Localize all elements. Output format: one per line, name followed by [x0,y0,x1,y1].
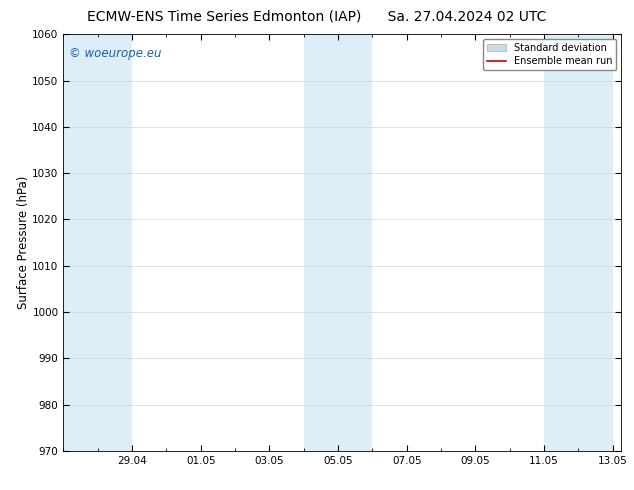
Bar [338,34,372,451]
Bar [544,34,578,451]
Bar [63,34,98,451]
Legend: Standard deviation, Ensemble mean run: Standard deviation, Ensemble mean run [483,39,616,70]
Text: © woeurope.eu: © woeurope.eu [69,47,162,60]
Text: ECMW-ENS Time Series Edmonton (IAP)      Sa. 27.04.2024 02 UTC: ECMW-ENS Time Series Edmonton (IAP) Sa. … [87,10,547,24]
Bar [578,34,612,451]
Y-axis label: Surface Pressure (hPa): Surface Pressure (hPa) [16,176,30,309]
Bar [304,34,338,451]
Bar [98,34,132,451]
